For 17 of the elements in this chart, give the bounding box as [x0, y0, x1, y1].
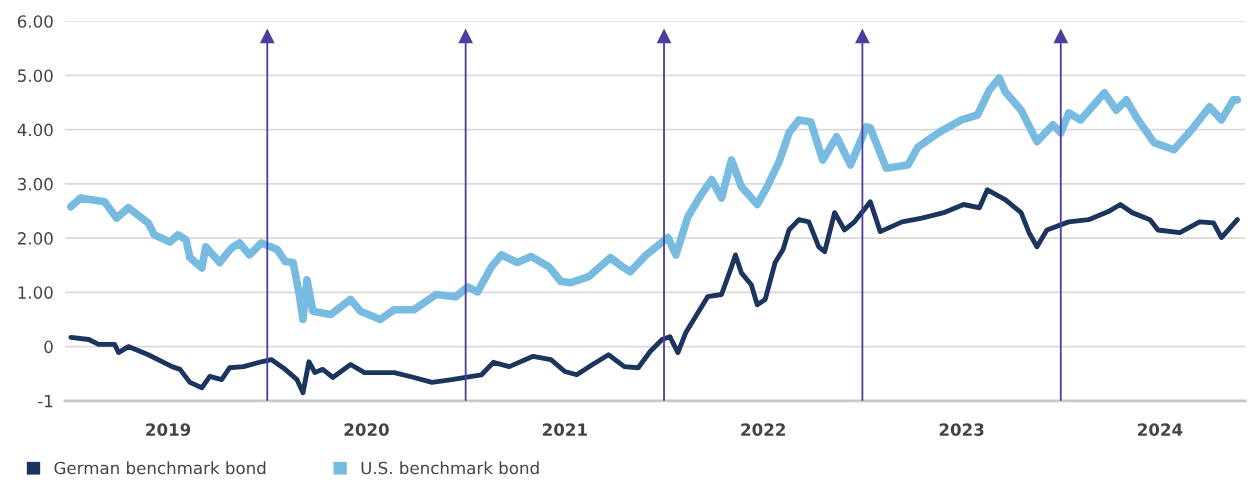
y-tick-label: 6.00: [17, 15, 53, 28]
y-tick-label: 0: [44, 340, 53, 354]
x-tick-label: 2022: [741, 423, 785, 436]
y-tick-label: 3.00: [18, 177, 53, 191]
x-tick-label: 2024: [1138, 423, 1183, 436]
y-tick-label: 1.00: [18, 286, 53, 299]
y-tick-label: 4.00: [17, 123, 53, 137]
x-tick-label: 2023: [939, 423, 984, 436]
y-tick-label: -1: [38, 394, 53, 408]
y-tick-label: 2.00: [17, 232, 53, 245]
legend-label: U.S. benchmark bond: [361, 461, 539, 475]
x-tick-label: 2021: [542, 423, 587, 436]
x-tick-label: 2020: [344, 423, 389, 436]
y-tick-label: 5.00: [18, 69, 53, 82]
legend-label: German benchmark bond: [54, 461, 266, 475]
x-tick-label: 2019: [146, 423, 191, 436]
line-series: [68, 187, 1240, 396]
